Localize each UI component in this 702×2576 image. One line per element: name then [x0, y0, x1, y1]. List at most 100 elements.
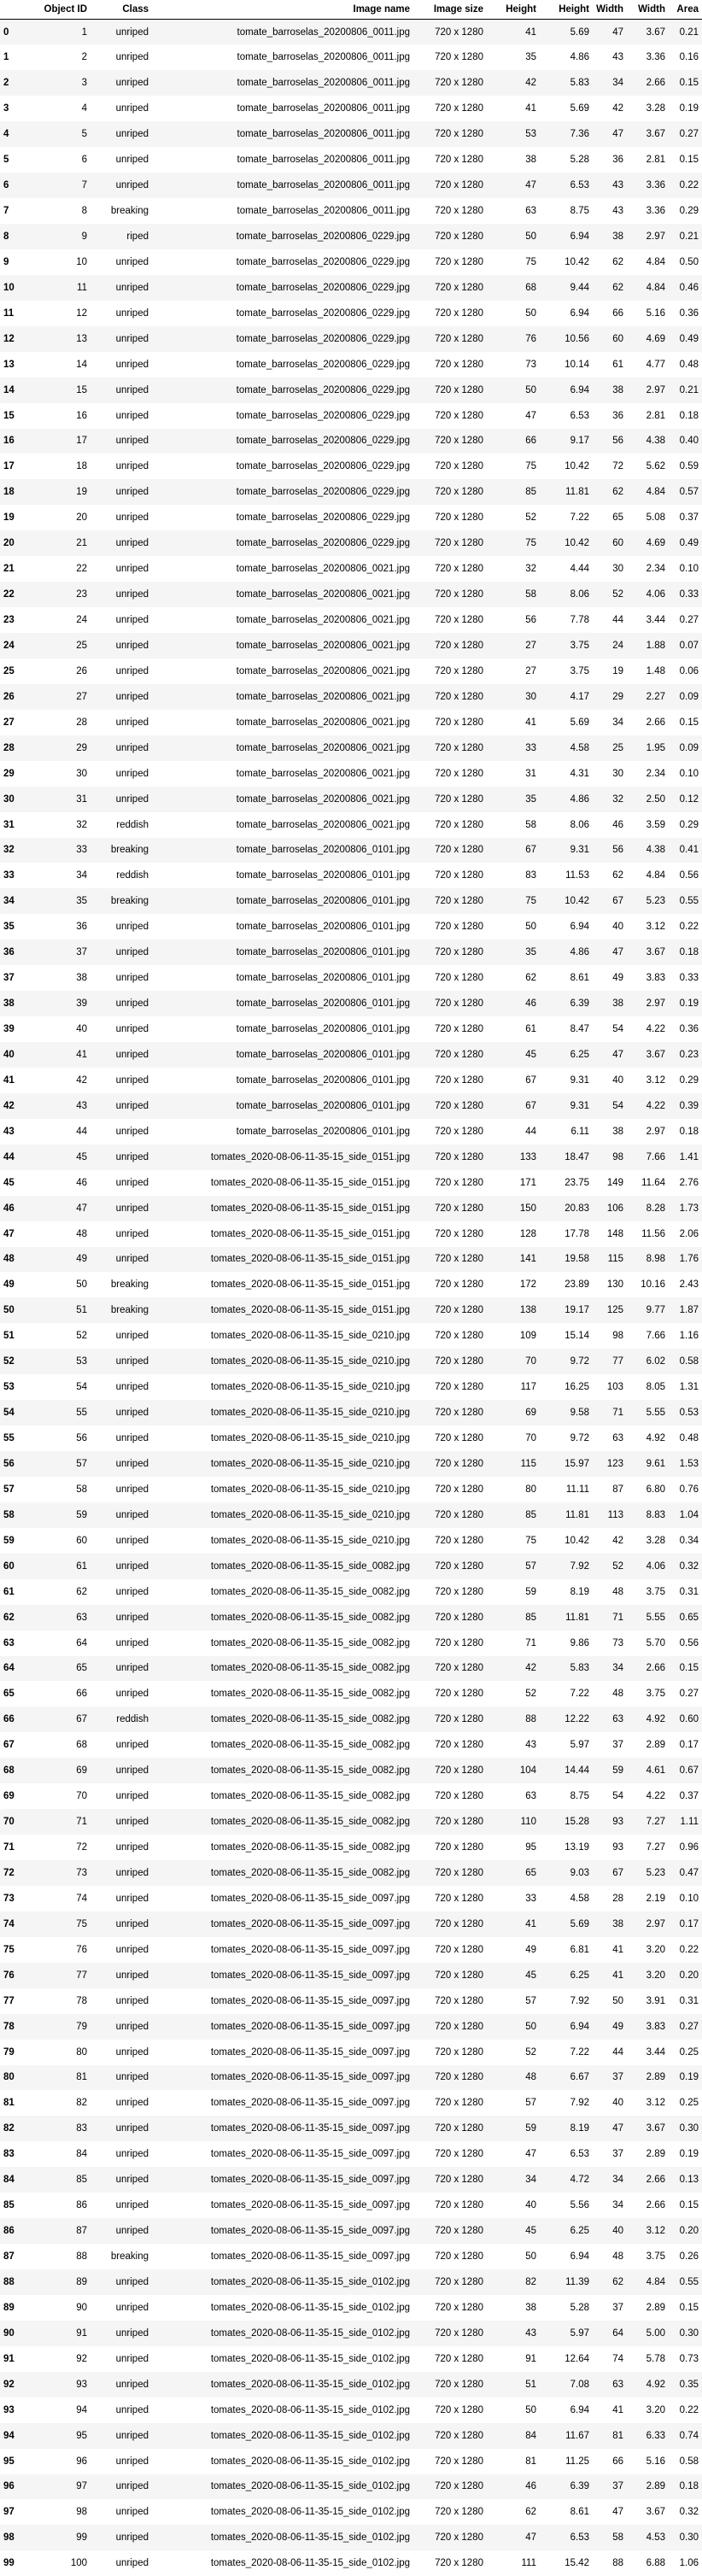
class-cell: breaking — [91, 1297, 152, 1323]
image-name-cell: tomate_barroselas_20200806_0229.jpg — [152, 249, 413, 275]
class-cell: reddish — [91, 1707, 152, 1732]
area-cell: 0.29 — [669, 1068, 702, 1093]
row-index: 59 — [0, 1528, 34, 1554]
image-name-cell: tomates_2020-08-06-11-35-15_side_0210.jp… — [152, 1323, 413, 1349]
class-cell: unriped — [91, 2065, 152, 2091]
object-id-cell: 64 — [34, 1630, 91, 1656]
class-cell: unriped — [91, 735, 152, 761]
row-index: 32 — [0, 838, 34, 864]
width-cm-cell: 4.92 — [627, 1707, 669, 1732]
area-cell: 0.13 — [669, 2167, 702, 2193]
image-size-cell: 720 x 1280 — [413, 249, 487, 275]
class-cell: unriped — [91, 582, 152, 607]
class-cell: reddish — [91, 863, 152, 888]
height-cm-cell: 6.53 — [540, 403, 593, 429]
image-name-cell: tomates_2020-08-06-11-35-15_side_0151.jp… — [152, 1170, 413, 1196]
height-px-cell: 75 — [487, 530, 540, 556]
image-size-cell: 720 x 1280 — [413, 1451, 487, 1477]
width-cm-cell: 3.12 — [627, 1068, 669, 1093]
object-id-cell: 83 — [34, 2116, 91, 2141]
image-name-cell: tomate_barroselas_20200806_0021.jpg — [152, 582, 413, 607]
image-size-cell: 720 x 1280 — [413, 2218, 487, 2244]
width-cm-cell: 7.66 — [627, 1323, 669, 1349]
width-cm-cell: 7.27 — [627, 1809, 669, 1835]
image-size-cell: 720 x 1280 — [413, 44, 487, 70]
height-cm-cell: 5.56 — [540, 2193, 593, 2218]
row-index: 51 — [0, 1323, 34, 1349]
object-id-cell: 14 — [34, 352, 91, 378]
image-name-cell: tomates_2020-08-06-11-35-15_side_0102.jp… — [152, 2372, 413, 2397]
width-cm-cell: 2.34 — [627, 556, 669, 582]
height-cm-cell: 11.25 — [540, 2449, 593, 2474]
area-cell: 0.18 — [669, 1119, 702, 1145]
area-cell: 0.48 — [669, 1426, 702, 1451]
height-px-cell: 50 — [487, 914, 540, 940]
area-cell: 0.32 — [669, 1554, 702, 1579]
width-cm-cell: 2.89 — [627, 1732, 669, 1758]
height-cm-cell: 5.28 — [540, 147, 593, 173]
width-cm-cell: 2.66 — [627, 1656, 669, 1682]
image-size-cell: 720 x 1280 — [413, 684, 487, 710]
width-px-cell: 43 — [593, 198, 627, 224]
image-name-cell: tomate_barroselas_20200806_0011.jpg — [152, 20, 413, 45]
height-cm-cell: 5.97 — [540, 1732, 593, 1758]
height-px-cell: 63 — [487, 1783, 540, 1809]
row-index: 44 — [0, 1145, 34, 1170]
height-px-cell: 82 — [487, 2269, 540, 2295]
row-index: 42 — [0, 1093, 34, 1119]
class-cell: unriped — [91, 2499, 152, 2525]
height-cm-cell: 6.94 — [540, 2244, 593, 2269]
width-px-cell: 148 — [593, 1221, 627, 1247]
row-index: 87 — [0, 2244, 34, 2269]
area-cell: 0.56 — [669, 863, 702, 888]
width-cm-cell: 2.34 — [627, 761, 669, 787]
object-id-cell: 11 — [34, 275, 91, 301]
image-name-cell: tomates_2020-08-06-11-35-15_side_0097.jp… — [152, 2090, 413, 2116]
width-px-cell: 52 — [593, 582, 627, 607]
image-name-cell: tomates_2020-08-06-11-35-15_side_0151.jp… — [152, 1221, 413, 1247]
width-px-cell: 56 — [593, 429, 627, 454]
class-cell: unriped — [91, 659, 152, 684]
image-size-cell: 720 x 1280 — [413, 1272, 487, 1297]
width-cm-cell: 3.91 — [627, 1988, 669, 2014]
area-cell: 0.47 — [669, 1860, 702, 1886]
image-size-cell: 720 x 1280 — [413, 1554, 487, 1579]
height-px-cell: 70 — [487, 1349, 540, 1374]
height-cm-cell: 4.58 — [540, 1886, 593, 1912]
header-image-name: Image name — [152, 0, 413, 20]
object-id-cell: 40 — [34, 1016, 91, 1042]
area-cell: 1.04 — [669, 1502, 702, 1528]
width-cm-cell: 3.12 — [627, 2218, 669, 2244]
height-px-cell: 41 — [487, 96, 540, 121]
height-px-cell: 91 — [487, 2346, 540, 2372]
class-cell: unriped — [91, 1323, 152, 1349]
area-cell: 0.37 — [669, 505, 702, 530]
height-cm-cell: 9.31 — [540, 1068, 593, 1093]
area-cell: 1.16 — [669, 1323, 702, 1349]
row-index: 90 — [0, 2321, 34, 2346]
height-cm-cell: 9.58 — [540, 1400, 593, 1426]
width-px-cell: 36 — [593, 403, 627, 429]
image-size-cell: 720 x 1280 — [413, 1323, 487, 1349]
height-cm-cell: 8.06 — [540, 812, 593, 838]
height-px-cell: 50 — [487, 224, 540, 249]
object-id-cell: 95 — [34, 2423, 91, 2449]
width-px-cell: 38 — [593, 1912, 627, 1937]
height-px-cell: 75 — [487, 1528, 540, 1554]
width-cm-cell: 2.97 — [627, 1119, 669, 1145]
